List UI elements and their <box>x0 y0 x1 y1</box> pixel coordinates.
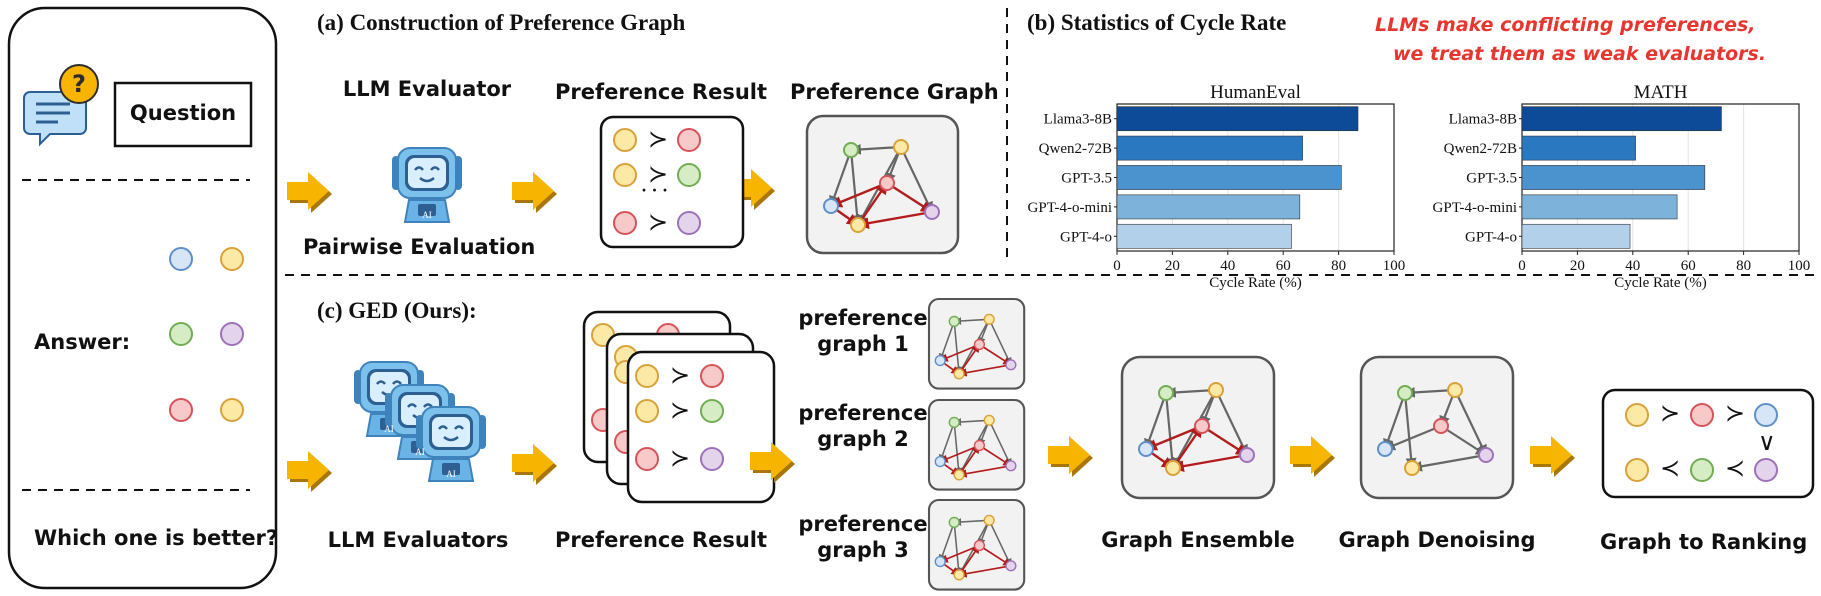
ranking-nodes <box>1625 403 1778 482</box>
x-axis-label: Cycle Rate (%) <box>1614 275 1706 291</box>
svg-text:AI: AI <box>446 469 456 479</box>
section-b-title: (b) Statistics of Cycle Rate <box>1027 10 1287 35</box>
bar-gpt-4-o <box>1521 223 1631 249</box>
category-label: GPT-4-o-mini <box>1028 200 1112 216</box>
pref-nodes-c <box>635 364 724 471</box>
svg-text:AI: AI <box>422 210 432 220</box>
chart-math: Llama3-8B Qwen2-72B GPT-3.5 GPT-4-o-mini GPT… <box>1433 82 1811 291</box>
graph-to-ranking-label: Graph to Ranking <box>1600 530 1808 554</box>
preference-result-label: Preference Result <box>555 80 768 104</box>
prec-rank-2: ≺ <box>1725 456 1746 482</box>
tick-label: 20 <box>1570 258 1585 274</box>
graph-1-line-2: graph 1 <box>817 332 909 356</box>
tick-label: 60 <box>1276 258 1291 274</box>
succ-c-1: ≻ <box>670 363 691 389</box>
bar-qwen2-72b <box>1521 135 1636 161</box>
prec-rank-1: ≺ <box>1660 456 1681 482</box>
tick-label: 40 <box>1220 258 1235 274</box>
flow-arrow-icon <box>1530 436 1575 477</box>
bar-qwen2-72b <box>1116 135 1303 161</box>
bar-gpt-4-o-mini <box>1521 194 1678 220</box>
preference-card-front <box>626 350 776 504</box>
note-line-2: we treat them as weak evaluators. <box>1393 43 1767 65</box>
flow-arrow-icon <box>287 172 332 213</box>
graph-3-line-1: preference <box>798 512 928 536</box>
preference-graph-label: Preference Graph <box>790 80 999 104</box>
dots-a: · · · <box>641 180 669 200</box>
llm-evaluators-label: LLM Evaluators <box>327 528 509 552</box>
x-axis-label: Cycle Rate (%) <box>1209 275 1301 291</box>
answer-options <box>169 247 244 422</box>
svg-text:AI: AI <box>415 447 425 457</box>
section-a-title: (a) Construction of Preference Graph <box>317 10 686 35</box>
question-box <box>113 81 253 148</box>
category-label: Llama3-8B <box>1449 112 1517 128</box>
succ-rank-1: ≻ <box>1660 401 1681 427</box>
chart-humaneval: Llama3-8B Qwen2-72B GPT-3.5 GPT-4-o-mini GPT… <box>1028 82 1406 291</box>
preference-result-card <box>599 115 745 249</box>
graph-1-label: preference graph 1 <box>797 305 929 357</box>
graph-denoising-label: Graph Denoising <box>1338 528 1536 552</box>
graph-2-line-2: graph 2 <box>817 427 909 451</box>
chart-title: HumanEval <box>1210 82 1301 103</box>
bar-llama3-8b <box>1521 106 1722 132</box>
category-label: GPT-3.5 <box>1061 171 1112 187</box>
succ-a-3: ≻ <box>648 210 669 236</box>
svg-text:?: ? <box>72 70 86 98</box>
tick-label: 80 <box>1736 258 1751 274</box>
svg-text:AI: AI <box>384 424 394 434</box>
bar-gpt-3.5 <box>1116 165 1342 190</box>
succ-a-1: ≻ <box>648 127 669 153</box>
tick-label: 20 <box>1165 258 1180 274</box>
preference-result-c-label: Preference Result <box>555 528 768 552</box>
graph-1-line-1: preference <box>798 306 928 330</box>
flow-arrow-icon <box>512 444 557 485</box>
tick-label: 100 <box>1788 258 1811 274</box>
tick-label: 60 <box>1681 258 1696 274</box>
tick-label: 40 <box>1625 258 1640 274</box>
flow-arrow-icon <box>1290 436 1335 477</box>
pref-nodes-a <box>613 128 701 235</box>
note-line-1: LLMs make conflicting preferences, <box>1375 14 1756 36</box>
bar-gpt-4-o <box>1116 223 1292 249</box>
graph-3-label: preference graph 3 <box>797 511 929 563</box>
flow-arrow-icon <box>512 172 557 213</box>
bar-gpt-4-o-mini <box>1116 194 1301 220</box>
succ-rank-2: ≻ <box>1725 401 1746 427</box>
flow-arrow-icon <box>287 451 332 492</box>
graph-3-line-2: graph 3 <box>817 538 909 562</box>
bar-llama3-8b <box>1116 106 1359 132</box>
left-panel <box>7 6 278 590</box>
tick-label: 0 <box>1518 258 1526 274</box>
vee-rank: ∨ <box>1758 430 1776 456</box>
succ-a-2: ≻ <box>648 162 669 188</box>
category-label: Qwen2-72B <box>1444 141 1517 157</box>
bar-gpt-3.5 <box>1521 165 1706 190</box>
answer-label: Answer: <box>34 330 131 354</box>
llm-evaluator-label: LLM Evaluator <box>342 77 512 101</box>
robot-ai-tags: AI AI AI AI <box>384 210 456 479</box>
section-c-title: (c) GED (Ours): <box>317 298 477 323</box>
category-label: GPT-4-o <box>1060 229 1112 245</box>
chat-question-icon: ? <box>23 64 99 147</box>
pairwise-evaluation-label: Pairwise Evaluation <box>303 235 536 259</box>
which-better-label: Which one is better? <box>34 526 279 550</box>
category-label: GPT-4-o-mini <box>1433 200 1517 216</box>
tick-label: 100 <box>1383 258 1406 274</box>
category-label: GPT-3.5 <box>1466 171 1517 187</box>
category-label: GPT-4-o <box>1465 229 1517 245</box>
succ-c-2: ≻ <box>670 398 691 424</box>
category-label: Llama3-8B <box>1044 112 1112 128</box>
graph-ensemble-label: Graph Ensemble <box>1101 528 1295 552</box>
category-label: Qwen2-72B <box>1039 141 1112 157</box>
tick-label: 0 <box>1113 258 1121 274</box>
tick-label: 80 <box>1331 258 1346 274</box>
chart-title: MATH <box>1634 82 1688 103</box>
graph-2-line-1: preference <box>798 401 928 425</box>
succ-c-3: ≻ <box>670 446 691 472</box>
flow-arrow-icon <box>1048 436 1093 477</box>
graph-2-label: preference graph 2 <box>797 400 929 452</box>
question-label: Question <box>129 101 237 125</box>
